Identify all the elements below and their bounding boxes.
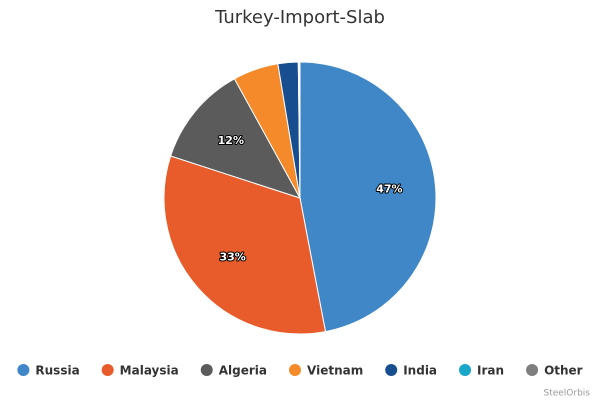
- slice-label: 33%: [219, 250, 245, 263]
- legend-marker[interactable]: [385, 364, 398, 376]
- legend-marker[interactable]: [459, 364, 472, 376]
- pie-slice: [163, 155, 327, 335]
- legend-marker[interactable]: [200, 364, 213, 376]
- credit: SteelOrbis: [543, 389, 590, 399]
- pie-slice: [298, 61, 301, 199]
- slice-label: 12%: [218, 134, 244, 147]
- legend-label[interactable]: Other: [544, 364, 583, 378]
- legend-label[interactable]: Malaysia: [120, 364, 179, 378]
- legend-label[interactable]: Iran: [477, 364, 504, 378]
- legend-label[interactable]: Algeria: [219, 364, 267, 378]
- pie-slice: [299, 61, 437, 333]
- legend-marker[interactable]: [289, 364, 301, 376]
- pie-slice: [170, 78, 302, 199]
- slice-label: 47%: [376, 183, 402, 196]
- legend-label[interactable]: India: [403, 364, 437, 378]
- legend-label[interactable]: Vietnam: [307, 364, 363, 378]
- chart-title: Turkey-Import-Slab: [214, 7, 385, 28]
- legend-marker[interactable]: [526, 364, 539, 376]
- legend-marker[interactable]: [101, 364, 114, 376]
- legend-label[interactable]: Russia: [35, 364, 79, 378]
- legend-marker[interactable]: [17, 364, 30, 376]
